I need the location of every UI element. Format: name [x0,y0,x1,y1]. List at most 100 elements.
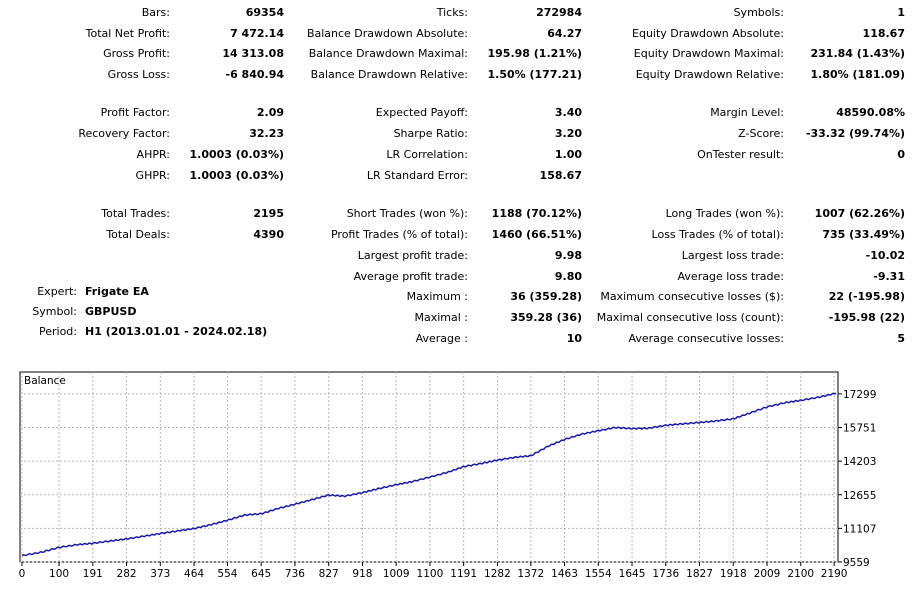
info-label: Symbol: [32,305,77,318]
x-tick-label: 1372 [517,568,544,580]
col3-value: 231.84 (1.43%) [810,47,906,60]
col3-value: 48590.08% [836,106,905,119]
chart-border [19,371,839,563]
col3-value: 1.80% (181.09) [810,68,906,81]
col2-label: Balance Drawdown Maximal: [308,47,468,60]
col1-label: GHPR: [135,169,170,182]
col2-label: Profit Trades (% of total): [330,228,468,241]
col1-label: AHPR: [136,148,170,161]
x-tick-label: 1645 [619,568,646,580]
x-tick-label: 2100 [787,568,814,580]
info-value: GBPUSD [85,305,137,318]
col1-value: 69354 [245,6,284,19]
col3-label: Margin Level: [710,106,784,119]
x-tick-label: 282 [117,568,137,580]
x-tick-label: 191 [83,568,103,580]
col2-value: 1.00 [554,148,582,161]
info-label: Expert: [37,285,77,298]
col1-value: 1.0003 (0.03%) [189,169,285,182]
col1-value: 2.09 [256,106,284,119]
col3-value: 1 [897,6,905,19]
col1-label: Total Deals: [106,228,170,241]
col3-label: Maximum consecutive losses ($): [600,290,784,303]
col3-label: Largest loss trade: [681,249,784,262]
col2-value: 9.98 [554,249,582,262]
col3-label: Z-Score: [738,127,784,140]
col2-value: 1188 (70.12%) [491,207,582,220]
col2-value: 3.20 [554,127,582,140]
col2-value: 36 (359.28) [510,290,582,303]
col3-label: Average loss trade: [677,270,784,283]
col2-label: Short Trades (won %): [346,207,468,220]
col2-label: Maximum : [406,290,468,303]
x-tick-label: 0 [19,568,26,580]
col1-value: -6 840.94 [225,68,285,81]
y-tick-label: 12655 [843,490,876,502]
col1-value: 4390 [253,228,284,241]
y-tick-label: 15751 [843,423,876,435]
col3-value: 1007 (62.26%) [814,207,905,220]
y-tick-label: 11107 [843,523,876,535]
col2-label: Expected Payoff: [375,106,468,119]
col3-label: OnTester result: [697,148,784,161]
col3-value: -33.32 (99.74%) [805,127,905,140]
col2-value: 1.50% (177.21) [487,68,583,81]
x-tick-label: 2190 [821,568,848,580]
col1-value: 2195 [253,207,284,220]
x-tick-label: 645 [251,568,271,580]
x-tick-label: 1827 [686,568,713,580]
x-tick-label: 918 [352,568,372,580]
col3-label: Average consecutive losses: [628,332,784,345]
x-tick-label: 1191 [450,568,477,580]
col2-value: 64.27 [547,27,582,40]
x-tick-label: 2009 [754,568,781,580]
x-tick-label: 1918 [720,568,747,580]
col2-label: Largest profit trade: [357,249,468,262]
col1-label: Recovery Factor: [78,127,170,140]
col3-value: 735 (33.49%) [822,228,905,241]
balance-series-line [21,392,837,557]
x-tick-label: 1282 [484,568,511,580]
col3-value: 5 [897,332,905,345]
col2-value: 272984 [536,6,582,19]
x-tick-label: 1554 [585,568,612,580]
x-tick-label: 1009 [383,568,410,580]
col3-label: Equity Drawdown Absolute: [632,27,784,40]
col1-value: 1.0003 (0.03%) [189,148,285,161]
col2-label: LR Correlation: [386,148,468,161]
col1-label: Total Trades: [101,207,170,220]
col3-label: Long Trades (won %): [665,207,784,220]
x-tick-label: 373 [150,568,170,580]
col3-value: -9.31 [873,270,905,283]
col3-value: 118.67 [862,27,905,40]
col2-label: Average profit trade: [353,270,468,283]
col3-label: Loss Trades (% of total): [651,228,784,241]
col2-value: 1460 (66.51%) [491,228,582,241]
info-value: H1 (2013.01.01 - 2024.02.18) [85,325,268,338]
col1-value: 32.23 [249,127,284,140]
x-tick-label: 736 [285,568,305,580]
col2-label: Average : [415,332,468,345]
col2-value: 3.40 [554,106,582,119]
col1-value: 14 313.08 [222,47,284,60]
y-tick-label: 9559 [843,557,870,569]
col1-label: Profit Factor: [100,106,170,119]
col2-value: 9.80 [554,270,582,283]
col2-label: Ticks: [436,6,468,19]
y-tick-label: 14203 [843,456,876,468]
col3-value: -10.02 [865,249,905,262]
balance-chart: 9559 11107 12655 14203 15751 17299 0 100 191 282… [19,371,876,580]
x-tick-label: 554 [217,568,237,580]
col1-label: Bars: [141,6,170,19]
col3-label: Symbols: [733,6,784,19]
col2-value: 359.28 (36) [510,311,582,324]
x-tick-label: 827 [319,568,339,580]
chart-title: Balance [24,375,66,387]
col2-label: Balance Drawdown Absolute: [306,27,468,40]
info-value: Frigate EA [85,285,149,298]
col2-value: 158.67 [539,169,582,182]
col1-label: Total Net Profit: [85,27,170,40]
x-tick-label: 100 [49,568,69,580]
col1-value: 7 472.14 [230,27,284,40]
col2-label: Sharpe Ratio: [393,127,468,140]
